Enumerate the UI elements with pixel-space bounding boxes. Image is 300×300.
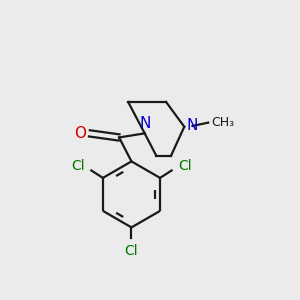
Text: Cl: Cl	[125, 244, 138, 258]
Text: Cl: Cl	[178, 159, 192, 173]
Text: Cl: Cl	[71, 159, 85, 173]
Text: CH₃: CH₃	[212, 116, 235, 129]
Text: O: O	[74, 126, 86, 141]
Text: N: N	[140, 116, 151, 131]
Text: N: N	[187, 118, 198, 133]
